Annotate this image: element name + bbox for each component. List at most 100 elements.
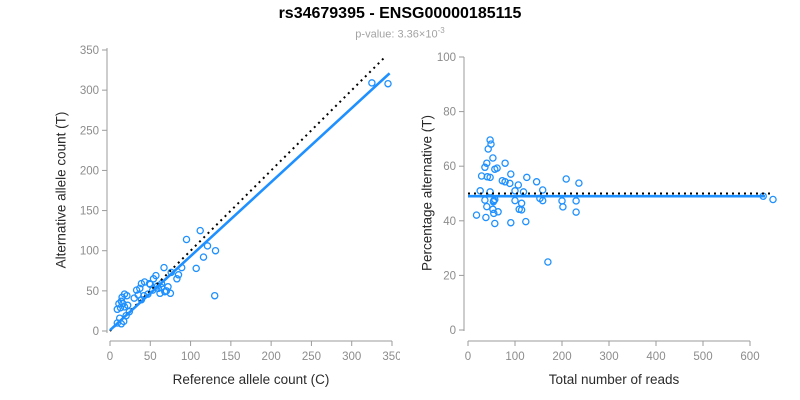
y-tick-label: 50 [86, 286, 99, 298]
data-point [123, 301, 132, 310]
x-tick-label: 250 [302, 351, 321, 363]
pvalue-text: p-value: 3.36×10 [355, 28, 438, 41]
y-tick-label: 200 [80, 165, 99, 177]
x-tick-label: 400 [646, 351, 665, 363]
data-point [494, 208, 502, 216]
data-point [484, 145, 492, 153]
x-tick-label: 100 [505, 351, 524, 363]
data-point [199, 253, 208, 261]
data-point [164, 283, 172, 291]
x-tick-label: 600 [740, 351, 759, 363]
x-tick-label: 350 [382, 351, 400, 363]
data-point [514, 181, 523, 189]
data-point [506, 179, 514, 188]
data-point [544, 258, 552, 266]
data-point [575, 179, 583, 187]
y-tick-label: 350 [80, 45, 99, 57]
data-point [145, 279, 154, 288]
data-point [149, 275, 158, 283]
data-point [146, 280, 155, 289]
data-point [538, 186, 547, 194]
data-point [507, 170, 515, 178]
x-tick-label: 100 [181, 351, 200, 363]
data-point [501, 178, 509, 186]
data-point [559, 203, 567, 211]
y-tick-label: 250 [80, 125, 99, 137]
data-point [511, 196, 519, 205]
x-tick-label: 0 [107, 351, 113, 363]
data-point [368, 79, 376, 87]
x-tick-label: 50 [144, 351, 157, 363]
data-point [511, 187, 519, 195]
data-point [572, 197, 580, 205]
x-tick-label: 0 [465, 351, 471, 363]
x-tick-label: 300 [599, 351, 618, 363]
data-point [481, 163, 489, 172]
data-point [483, 173, 492, 181]
pvalue-exponent: -3 [437, 26, 445, 35]
data-point [481, 196, 489, 204]
data-point [384, 79, 392, 88]
figure-title: rs34679395 - ENSG00000185115 [278, 5, 522, 22]
data-point [196, 226, 204, 235]
regression-line [109, 72, 391, 332]
data-point [769, 195, 777, 204]
data-point [507, 218, 515, 227]
y-tick-label: 80 [443, 107, 456, 119]
x-tick-label: 200 [552, 351, 571, 363]
identity-line [109, 55, 387, 332]
y-tick-label: 0 [450, 325, 456, 337]
data-point [123, 291, 131, 300]
data-point [203, 242, 212, 250]
right-scatter-panel: 0 100 200 300 400 500 600 0 20 40 60 80 100 [437, 52, 777, 363]
x-tick-label: 150 [221, 351, 240, 363]
y-tick-label: 0 [93, 326, 99, 338]
data-point [501, 159, 509, 167]
left-x-axis-label: Reference allele count (C) [172, 372, 330, 387]
data-point [174, 271, 183, 279]
data-point [517, 206, 526, 214]
data-point [136, 284, 144, 293]
data-point [486, 173, 494, 182]
data-point [522, 217, 530, 226]
y-tick-label: 60 [443, 161, 456, 173]
data-point [117, 297, 126, 306]
data-point [517, 199, 526, 208]
data-point [489, 154, 497, 162]
data-point [483, 159, 491, 167]
left-scatter-panel: 0 50 100 150 200 250 300 350 0 50 100 150 200 250 300 3… [80, 45, 400, 363]
data-point [572, 208, 580, 216]
data-point [182, 235, 191, 244]
data-point [173, 275, 181, 283]
y-tick-label: 300 [80, 85, 99, 97]
data-point [482, 213, 490, 222]
pvalue-subtitle: p-value: 3.36×10-3 [0, 26, 800, 41]
y-tick-label: 150 [80, 206, 99, 218]
data-point [486, 136, 494, 144]
data-point [211, 246, 220, 255]
data-point [523, 173, 531, 182]
data-point [562, 175, 570, 183]
y-tick-label: 100 [80, 246, 99, 258]
data-point [160, 263, 168, 272]
data-point [489, 197, 498, 206]
data-point [491, 219, 499, 228]
right-y-axis-label: Percentage alternative (T) [419, 114, 435, 272]
data-point [558, 197, 566, 205]
y-tick-label: 20 [443, 270, 456, 282]
y-tick-label: 40 [443, 216, 456, 228]
data-point [192, 264, 200, 273]
x-tick-label: 300 [342, 351, 361, 363]
data-point [210, 291, 219, 300]
left-y-axis-label: Alternative allele count (T) [53, 111, 69, 269]
x-tick-label: 200 [262, 351, 281, 363]
data-point [472, 211, 481, 219]
data-point [532, 178, 541, 186]
data-point [490, 209, 498, 218]
y-tick-label: 100 [437, 52, 456, 64]
data-point [491, 165, 499, 173]
right-x-axis-label: Total number of reads [548, 372, 680, 387]
data-point [483, 202, 491, 211]
x-tick-label: 500 [693, 351, 712, 363]
data-point [166, 289, 175, 298]
